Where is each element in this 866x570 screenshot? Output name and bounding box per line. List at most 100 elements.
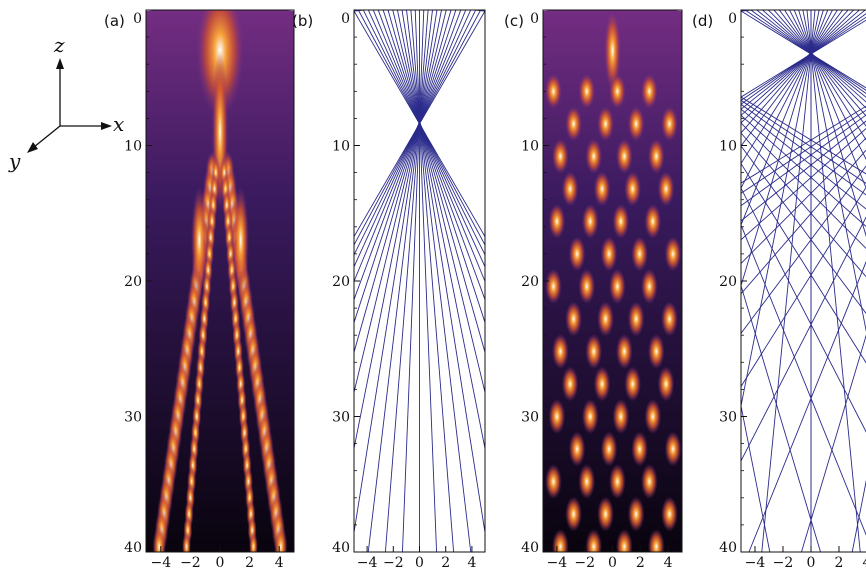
y-tick-label-a: 10	[124, 139, 142, 155]
reflected-ray-d	[741, 145, 866, 315]
ray-d	[741, 10, 849, 134]
intensity-lobe-c	[552, 333, 569, 370]
intensity-lobe-c	[585, 333, 603, 370]
y-tick-label-c: 40	[521, 540, 539, 556]
intensity-lobe-c	[568, 236, 586, 272]
ray-d	[784, 10, 866, 141]
intensity-lobe-c	[640, 268, 658, 305]
intensity-lobe-c	[609, 73, 626, 109]
intensity-lobe-c	[561, 171, 579, 207]
y-tick-label-b: 40	[332, 540, 350, 556]
ray-b	[367, 10, 433, 552]
reflected-ray-d	[741, 132, 866, 278]
intensity-lobe-c	[609, 268, 626, 305]
ray-b	[358, 10, 485, 246]
x-tick-label-a: 0	[216, 555, 225, 570]
x-tick-label-a: 2	[245, 555, 254, 570]
x-tick-label-d: −2	[773, 555, 794, 570]
ray-d	[741, 10, 866, 89]
y-tick-label-b: 30	[332, 410, 350, 426]
ray-b	[401, 10, 485, 536]
reflected-ray-d	[741, 122, 866, 250]
intensity-lobe-c	[661, 106, 678, 142]
intensity-lobe-c	[615, 528, 633, 552]
ray-b	[382, 10, 485, 324]
y-tick-label-d: 10	[719, 139, 737, 155]
x-tick-label-c: −2	[574, 555, 595, 570]
reflected-ray-d	[741, 216, 866, 462]
ray-d	[761, 10, 816, 552]
ray-b	[410, 10, 455, 552]
ray-d	[741, 10, 829, 227]
intensity-lobe-c	[568, 431, 586, 467]
intensity-lobe-c	[657, 366, 675, 402]
intensity-lobe-c	[624, 366, 641, 402]
intensity-lobe-c	[627, 106, 645, 142]
intensity-lobe-c	[565, 496, 582, 532]
ray-d	[802, 10, 866, 333]
ray-d	[741, 10, 838, 165]
intensity-lobe-c	[593, 366, 611, 402]
ray-b	[354, 10, 452, 354]
intensity-lobe-c	[627, 496, 645, 532]
intensity-lobe-c	[581, 203, 599, 239]
x-tick-label-c: 0	[608, 555, 617, 570]
intensity-lobe-c	[631, 236, 648, 272]
intensity-lobe-c	[647, 528, 665, 552]
reflected-ray-d	[741, 405, 771, 552]
reflected-ray-d	[741, 285, 821, 552]
x-tick-label-b: 0	[415, 555, 424, 570]
intensity-lobe-c	[612, 203, 630, 239]
intensity-lobe-c	[640, 463, 658, 500]
y-tick-label-a: 0	[133, 11, 142, 27]
y-tick-label-c: 30	[521, 410, 539, 426]
intensity-lobe-c	[578, 268, 596, 305]
panel-b: (b) 0 10 20 30 40 −4 −2 0 2 4	[292, 9, 486, 570]
panel-label-d: (d)	[692, 12, 713, 30]
reflected-ray-d	[741, 137, 866, 265]
ray-d	[773, 10, 866, 117]
ray-d	[741, 10, 824, 288]
intensity-lobe-c	[545, 268, 562, 305]
intensity-lobe-a	[274, 524, 288, 552]
intensity-lobe-c	[565, 301, 582, 337]
intensity-lobe-c	[647, 138, 665, 174]
x-tick-label-b: 4	[467, 555, 476, 570]
ray-d	[761, 10, 866, 103]
panel-c: (c) 0 10 20 30 40 −4 −2 0 2 4	[504, 9, 683, 570]
ray-b	[354, 10, 477, 256]
ray-d	[741, 10, 855, 124]
x-tick-label-d: −4	[745, 555, 766, 570]
reflected-ray-d	[801, 334, 866, 552]
x-tick-label-d: 2	[835, 555, 844, 570]
reflected-ray-d	[741, 120, 866, 222]
ray-d	[741, 10, 833, 190]
reflected-ray-d	[748, 260, 866, 552]
z-axis-label: z	[53, 33, 65, 57]
y-tick-label-a: 30	[124, 410, 142, 426]
intensity-lobe-c	[609, 463, 626, 500]
reflected-ray-d	[741, 99, 866, 184]
intensity-lobe-c	[604, 10, 621, 92]
x-tick-label-c: −4	[547, 555, 568, 570]
reflected-ray-d	[741, 103, 866, 196]
intensity-lobe-c	[585, 138, 603, 174]
intensity-lobe-c	[615, 138, 633, 174]
intensity-lobe-c	[597, 301, 614, 337]
y-tick-label-d: 40	[719, 540, 737, 556]
x-tick-label-d: 4	[863, 555, 866, 570]
y-tick-label-b: 10	[332, 139, 350, 155]
reflected-ray-d	[741, 114, 866, 207]
x-tick-label-c: 4	[664, 555, 673, 570]
ray-d	[741, 10, 866, 110]
intensity-lobe-c	[664, 431, 682, 467]
intensity-lobe-c	[664, 236, 682, 272]
y-tick-label-d: 0	[728, 11, 737, 27]
ray-b	[354, 10, 485, 238]
x-tick-label-b: −4	[357, 555, 378, 570]
reflected-ray-d	[741, 128, 866, 241]
x-tick-label-a: −2	[180, 555, 201, 570]
ray-d	[767, 10, 866, 109]
ray-b	[414, 10, 438, 552]
